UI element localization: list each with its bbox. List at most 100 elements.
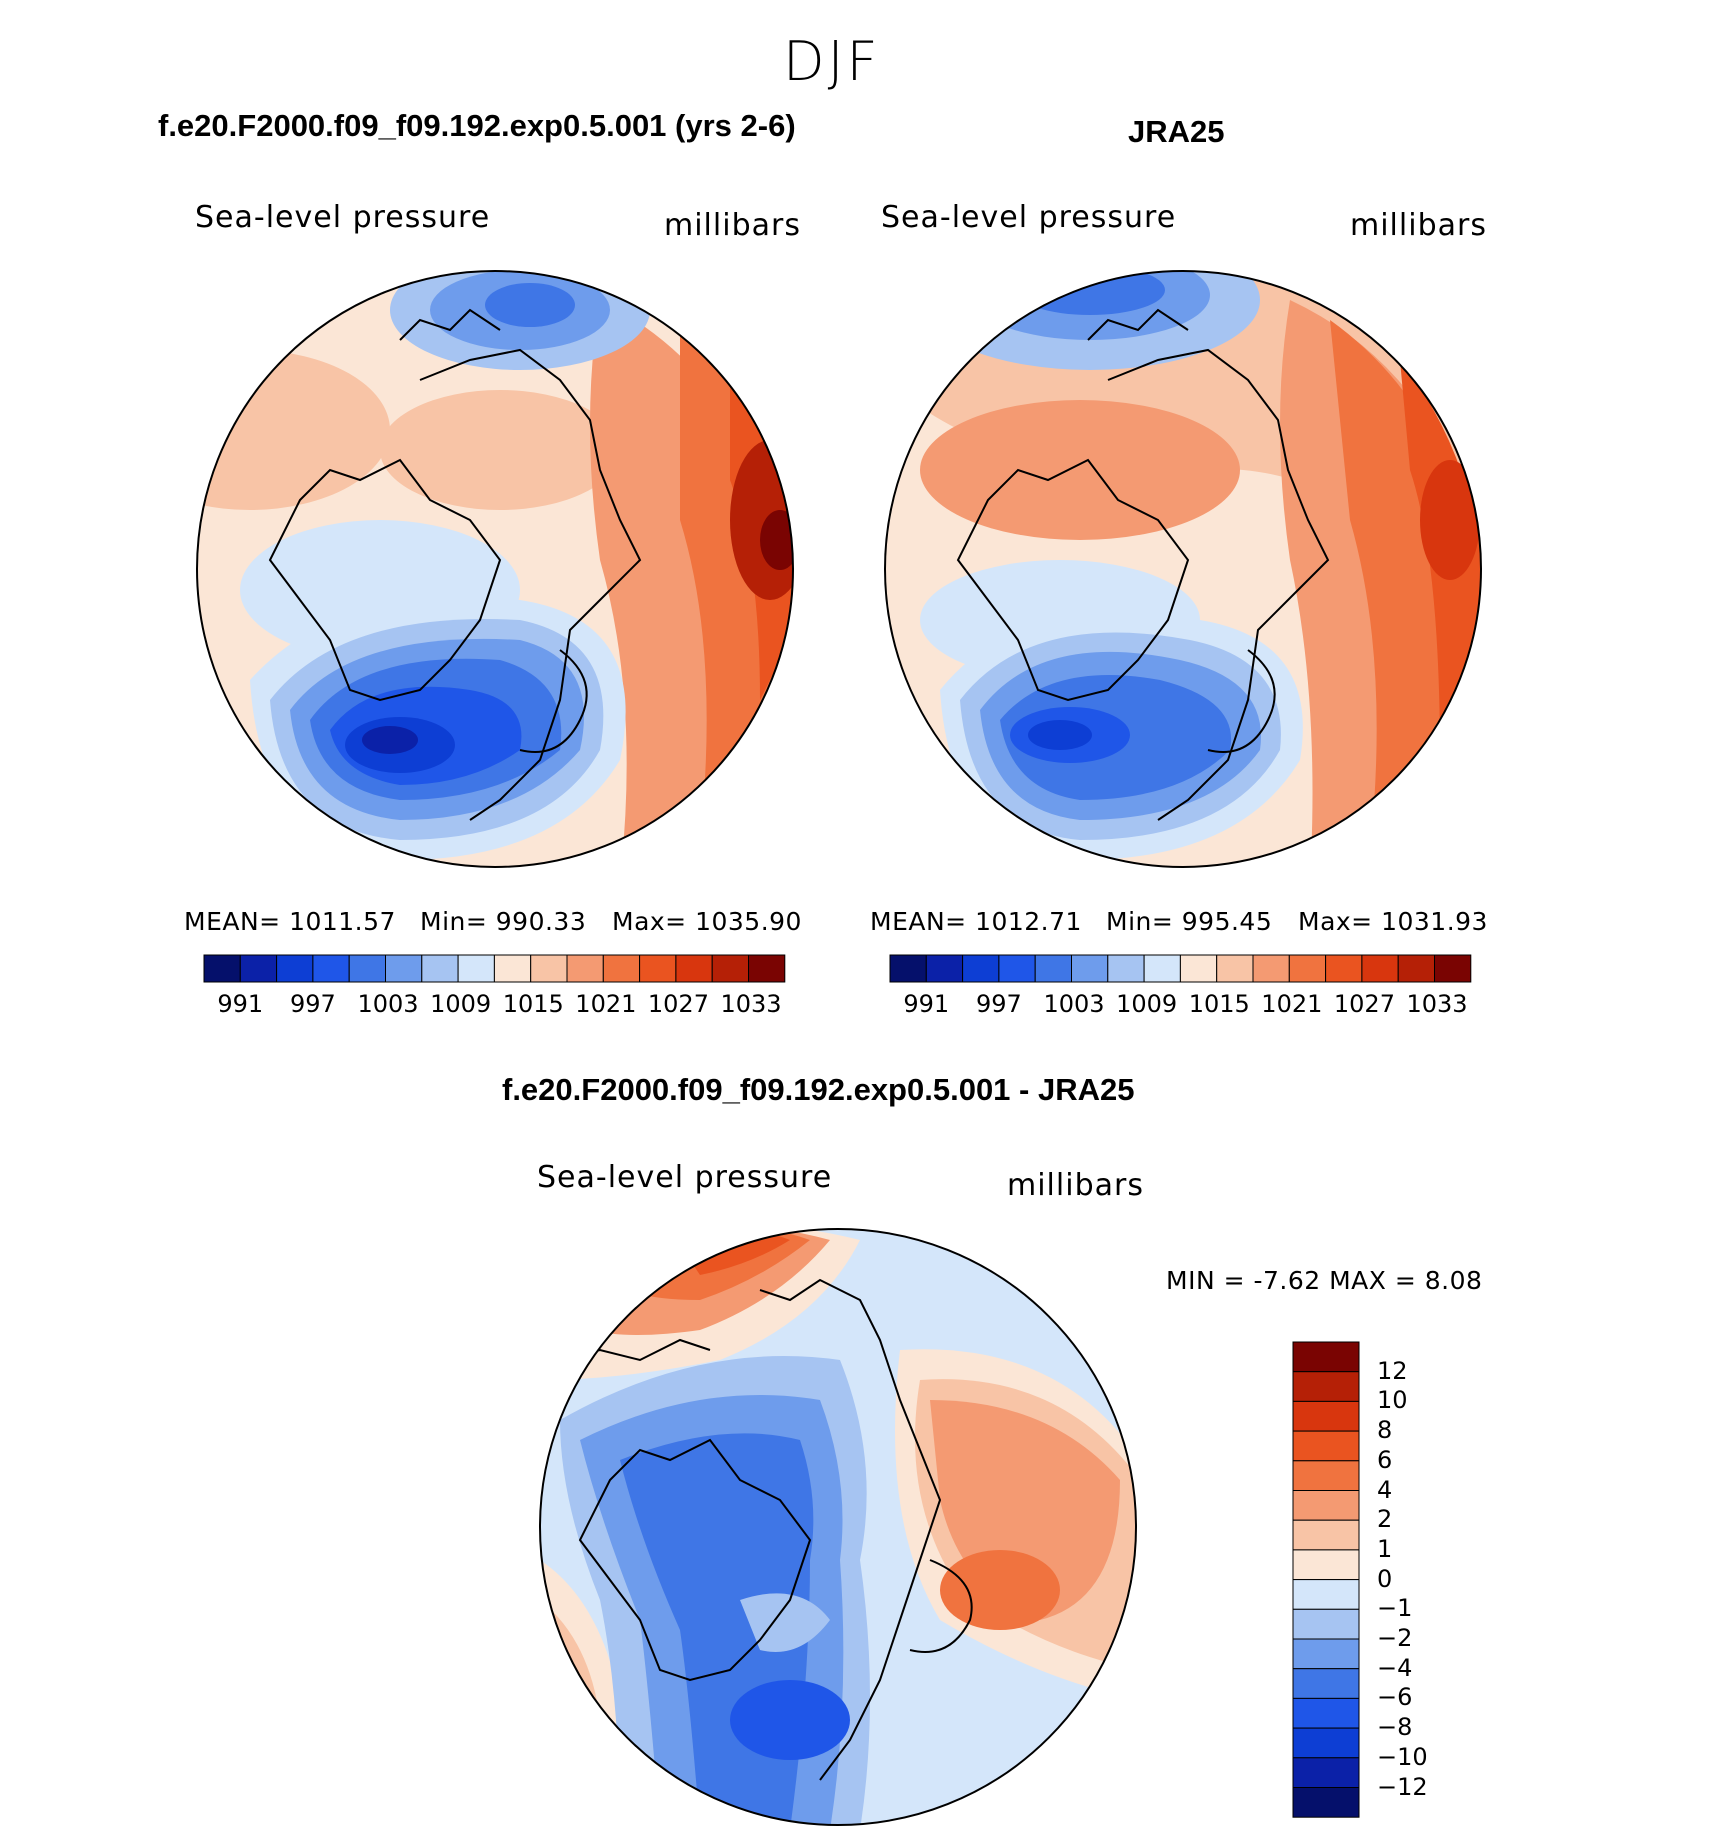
colorbar-swatch xyxy=(711,954,750,983)
colorbar-swatch xyxy=(1034,954,1072,983)
colorbar-tick-label: 12 xyxy=(1377,1356,1408,1385)
colorbar-swatch xyxy=(385,954,423,983)
colorbar-swatch xyxy=(639,954,677,983)
colorbar-swatch xyxy=(1292,1757,1360,1789)
colorbar-tick-label: 997 xyxy=(289,990,336,1018)
colorbar-tick-label: −12 xyxy=(1377,1772,1428,1801)
colorbar-difference xyxy=(1292,1341,1360,1818)
colorbar-swatch xyxy=(1292,1400,1360,1432)
colorbar-tick-label: −2 xyxy=(1377,1624,1413,1652)
colorbar-swatch xyxy=(1361,954,1399,983)
colorbar-swatch xyxy=(1179,954,1218,983)
colorbar-swatch xyxy=(1292,1549,1360,1581)
colorbar-swatch xyxy=(530,954,568,983)
max-stat-obs: Max= 1031.93 xyxy=(1298,907,1488,936)
map-border-model xyxy=(196,270,794,868)
colorbar-swatch xyxy=(925,954,964,983)
colorbar-tick-label: 991 xyxy=(903,990,950,1018)
colorbar-tick-label: 4 xyxy=(1377,1475,1393,1504)
colorbar-swatch xyxy=(998,954,1036,983)
colorbar-tick-label: −1 xyxy=(1377,1594,1413,1623)
mean-stat-obs: MEAN= 1012.71 xyxy=(870,907,1082,936)
colorbar-swatch xyxy=(889,954,927,983)
colorbar-tick-label: 10 xyxy=(1377,1386,1408,1415)
diff-min-max-stat: MIN = -7.62 MAX = 8.08 xyxy=(1166,1266,1483,1295)
colorbar-swatch xyxy=(239,954,278,983)
colorbar-tick-label: 991 xyxy=(217,990,264,1018)
map-border-difference xyxy=(539,1228,1137,1826)
colorbar-tick-label: −4 xyxy=(1377,1653,1413,1682)
colorbar-tick-label: −6 xyxy=(1377,1683,1413,1712)
colorbar-swatch xyxy=(566,954,604,983)
colorbar-swatch xyxy=(1292,1371,1360,1402)
polar-map-difference xyxy=(540,1229,1136,1825)
colorbar-swatch xyxy=(276,954,314,983)
panel-title-model: f.e20.F2000.f09_f09.192.exp0.5.001 (yrs … xyxy=(158,108,796,143)
colorbar-swatch xyxy=(1292,1668,1360,1699)
colorbar-swatch xyxy=(962,954,1000,983)
colorbar-swatch xyxy=(421,954,459,983)
colorbar-tick-label: 1 xyxy=(1377,1534,1393,1563)
colorbar-tick-label: 1015 xyxy=(1188,990,1250,1018)
colorbar-tick-label: 8 xyxy=(1377,1416,1393,1445)
colorbar-swatch xyxy=(1107,954,1145,983)
colorbar-swatch xyxy=(1292,1787,1360,1818)
variable-label-model: Sea-level pressure xyxy=(195,200,491,235)
colorbar-swatch xyxy=(493,954,532,983)
season-title: DJF xyxy=(783,30,881,93)
colorbar-swatch xyxy=(1434,954,1472,983)
colorbar-tick-label: 1009 xyxy=(430,990,492,1018)
colorbar-swatch xyxy=(203,954,241,983)
colorbar-swatch xyxy=(1292,1490,1360,1521)
polar-map-model xyxy=(197,271,793,867)
colorbar-obs xyxy=(889,954,1472,983)
colorbar-tick-label: 997 xyxy=(975,990,1022,1018)
panel-title-obs: JRA25 xyxy=(1128,114,1225,149)
colorbar-swatch xyxy=(1292,1579,1360,1610)
colorbar-swatch xyxy=(748,954,786,983)
variable-label-diff: Sea-level pressure xyxy=(537,1160,833,1195)
colorbar-swatch xyxy=(1292,1638,1360,1670)
colorbar-swatch xyxy=(457,954,495,983)
colorbar-tick-label: 6 xyxy=(1377,1445,1393,1474)
map-border-obs xyxy=(884,270,1482,868)
colorbar-tick-label: 2 xyxy=(1377,1505,1393,1534)
colorbar-swatch xyxy=(1292,1727,1360,1759)
min-stat-model: Min= 990.33 xyxy=(420,907,587,936)
colorbar-tick-label: 0 xyxy=(1377,1564,1393,1593)
colorbar-tick-label: 1021 xyxy=(1261,990,1323,1018)
polar-map-obs xyxy=(885,271,1481,867)
units-label-obs: millibars xyxy=(1350,208,1487,243)
units-label-model: millibars xyxy=(664,208,801,243)
colorbar-tick-label: 1015 xyxy=(502,990,564,1018)
comparison-title: f.e20.F2000.f09_f09.192.exp0.5.001 - JRA… xyxy=(502,1072,1135,1107)
max-stat-model: Max= 1035.90 xyxy=(612,907,802,936)
colorbar-swatch xyxy=(1292,1608,1360,1640)
colorbar-swatch xyxy=(1216,954,1254,983)
colorbar-tick-label: −8 xyxy=(1377,1713,1413,1742)
variable-label-obs: Sea-level pressure xyxy=(881,200,1177,235)
colorbar-swatch xyxy=(1252,954,1290,983)
colorbar-swatch xyxy=(1292,1460,1360,1492)
colorbar-swatch xyxy=(348,954,387,983)
colorbar-tick-label: 1027 xyxy=(1333,990,1395,1018)
units-label-diff: millibars xyxy=(1007,1168,1144,1203)
min-stat-obs: Min= 995.45 xyxy=(1106,907,1273,936)
colorbar-tick-label: 1003 xyxy=(357,990,419,1018)
colorbar-tick-label: 1021 xyxy=(575,990,637,1018)
colorbar-tick-label: 1027 xyxy=(647,990,709,1018)
colorbar-tick-label: −10 xyxy=(1377,1742,1428,1771)
colorbar-swatch xyxy=(1397,954,1435,983)
colorbar-swatch xyxy=(1292,1519,1360,1551)
colorbar-model xyxy=(203,954,786,983)
colorbar-swatch xyxy=(1143,954,1181,983)
colorbar-swatch xyxy=(1292,1697,1360,1729)
colorbar-tick-label: 1033 xyxy=(1406,990,1468,1018)
colorbar-swatch xyxy=(602,954,641,983)
colorbar-tick-label: 1003 xyxy=(1043,990,1105,1018)
colorbar-swatch xyxy=(1288,954,1327,983)
mean-stat-model: MEAN= 1011.57 xyxy=(184,907,396,936)
colorbar-swatch xyxy=(1292,1430,1360,1462)
colorbar-swatch xyxy=(1325,954,1363,983)
